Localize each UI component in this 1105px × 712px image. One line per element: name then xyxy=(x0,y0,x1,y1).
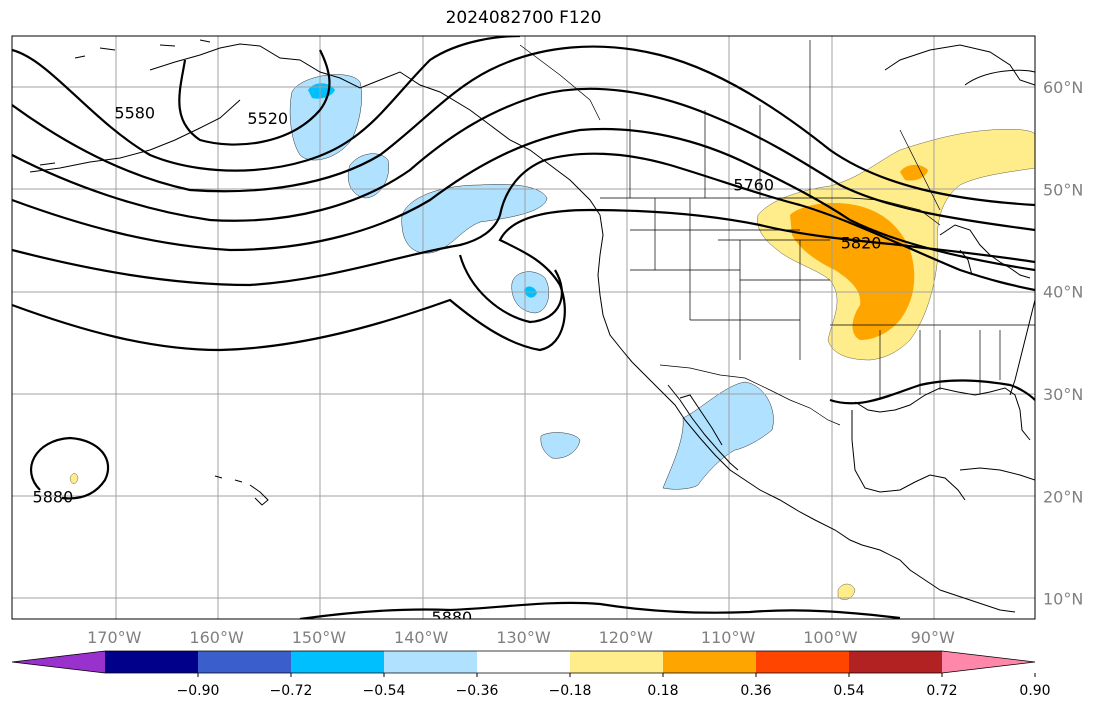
yellow-area-hawaii-west xyxy=(69,473,79,484)
blue-area-bering xyxy=(289,74,362,161)
lon-tick-label: 100°W xyxy=(803,628,858,647)
blue-area-subtropical xyxy=(540,432,581,459)
baja-peninsula xyxy=(667,384,739,471)
colorbar-tick-label: −0.90 xyxy=(177,683,220,699)
central-america xyxy=(939,589,1016,613)
map-title: 2024082700 F120 xyxy=(445,8,602,28)
lon-tick-label: 120°W xyxy=(599,628,654,647)
contour-5880-hawaii xyxy=(29,436,110,500)
colorbar-tick-label: 0.36 xyxy=(740,683,771,699)
colorbar-extend-max xyxy=(942,651,1035,673)
us-mexico-border xyxy=(659,364,841,426)
lat-tick-label: 40°N xyxy=(1043,283,1083,302)
lon-tick-label: 170°W xyxy=(87,628,142,647)
contour-label: 5880 xyxy=(432,608,473,627)
map-area: 5580 5520 5760 5820 5880 5880 xyxy=(12,36,1035,627)
hudson-bay xyxy=(884,44,1035,86)
colorbar-segment xyxy=(291,651,385,673)
yellow-area-central xyxy=(837,583,856,600)
blue-area-pacific xyxy=(401,184,548,254)
colorbar-segment xyxy=(849,651,943,673)
yucatan xyxy=(851,410,966,501)
lat-tick-label: 30°N xyxy=(1043,385,1083,404)
hawaii-islands xyxy=(214,475,269,506)
colorbar-segment xyxy=(663,651,757,673)
lon-tick-label: 110°W xyxy=(701,628,756,647)
lon-tick-label: 160°W xyxy=(189,628,244,647)
lat-tick-label: 20°N xyxy=(1043,487,1083,506)
orange-area-great-lakes xyxy=(900,164,928,181)
map-frame xyxy=(11,35,1036,620)
bering-islands xyxy=(39,39,211,166)
contour-label: 5520 xyxy=(247,109,288,128)
contour-label: 5580 xyxy=(114,104,155,123)
colorbar: −0.90 −0.72 −0.54 −0.36 −0.18 0.18 0.36 0.54 0.7… xyxy=(11,650,1051,699)
contour-5520 xyxy=(178,49,331,146)
us-canada-border xyxy=(600,197,941,226)
colorbar-segment xyxy=(105,651,199,673)
contour-label: 5820 xyxy=(841,234,882,253)
gulf-coast xyxy=(854,387,1031,441)
lon-tick-label: 150°W xyxy=(292,628,347,647)
lat-tick-label: 60°N xyxy=(1043,78,1083,97)
alaska-coast xyxy=(149,43,601,216)
east-coast xyxy=(1009,299,1035,396)
colorbar-segment xyxy=(477,651,571,673)
latitude-ticks: 60°N 50°N 40°N 30°N 20°N 10°N xyxy=(1043,78,1083,608)
colorbar-extend-min xyxy=(12,651,105,673)
colorbar-tick-label: 0.72 xyxy=(926,683,957,699)
west-coast xyxy=(597,214,941,591)
colorbar-segment xyxy=(756,651,850,673)
political-borders xyxy=(519,40,1035,426)
contour-5580-a xyxy=(12,36,521,172)
contour-5880-south xyxy=(299,601,901,619)
colorbar-tick-label: −0.72 xyxy=(270,683,313,699)
contour-5580-b xyxy=(12,45,1035,207)
graticule xyxy=(12,36,1035,619)
alaska-border xyxy=(519,44,601,121)
coastlines xyxy=(29,39,1035,613)
blue-area-baja xyxy=(662,381,774,490)
canada-province-lines xyxy=(629,40,941,211)
contour-5640 xyxy=(12,87,1035,232)
colorbar-tick-label: −0.36 xyxy=(456,683,499,699)
contour-label: 5880 xyxy=(33,487,74,506)
contour-label: 5760 xyxy=(733,175,774,194)
lat-tick-label: 10°N xyxy=(1043,590,1083,609)
contour-5700 xyxy=(12,127,1035,272)
contour-5880-east xyxy=(829,379,1035,405)
contour-labels: 5580 5520 5760 5820 5880 5880 xyxy=(33,104,882,627)
height-contours xyxy=(12,36,1035,619)
colorbar-tick-label: 0.54 xyxy=(833,683,864,699)
colorbar-tick-label: 0.90 xyxy=(1019,683,1050,699)
colorbar-segment xyxy=(570,651,664,673)
contour-5760 xyxy=(12,152,1035,292)
colorbar-segment xyxy=(198,651,292,673)
lon-tick-label: 140°W xyxy=(394,628,449,647)
colorbar-segment xyxy=(384,651,478,673)
colorbar-tick-label: −0.18 xyxy=(549,683,592,699)
colorbar-outline xyxy=(11,650,1036,674)
state-lines xyxy=(630,198,1035,400)
contour-5850-inner xyxy=(458,254,563,324)
lat-tick-label: 50°N xyxy=(1043,180,1083,199)
colorbar-tick-label: −0.54 xyxy=(363,683,406,699)
lon-tick-label: 130°W xyxy=(496,628,551,647)
contour-5820 xyxy=(12,208,1035,352)
longitude-ticks: 170°W 160°W 150°W 140°W 130°W 120°W 110°W 100°W… xyxy=(87,628,955,647)
cuba xyxy=(959,467,1035,481)
aleutian-islands xyxy=(29,99,241,173)
lon-tick-label: 90°W xyxy=(911,628,955,647)
colorbar-tick-label: 0.18 xyxy=(647,683,678,699)
